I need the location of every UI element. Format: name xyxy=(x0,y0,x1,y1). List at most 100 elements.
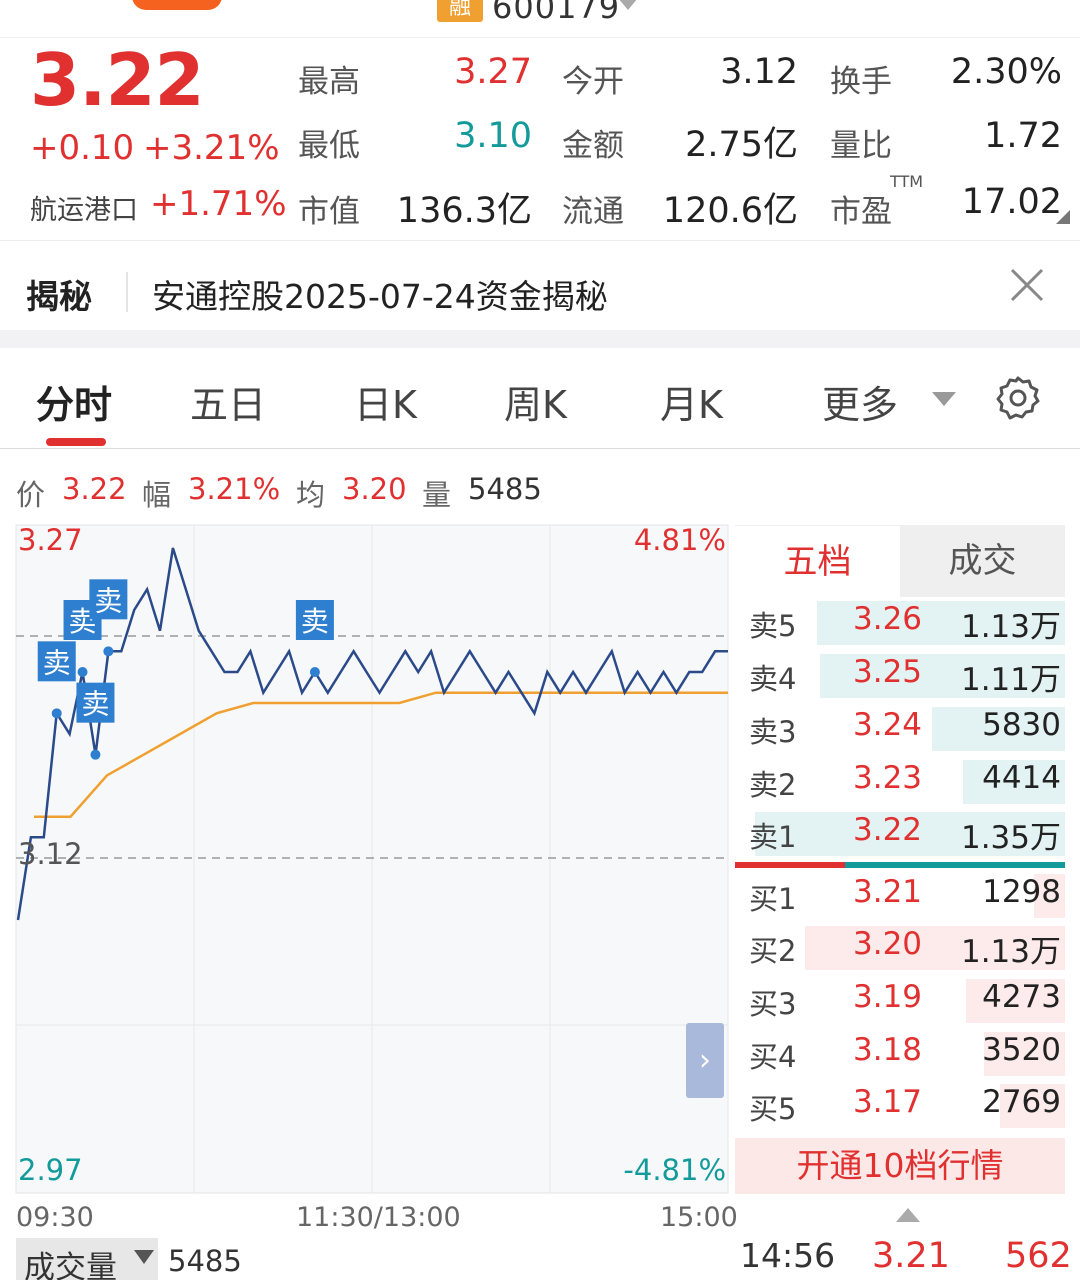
ask-label: 卖5 xyxy=(749,609,797,643)
tab-order-book[interactable]: 五档 xyxy=(735,525,900,597)
bid-volume: 1.13万 xyxy=(960,934,1061,970)
expand-corner-icon[interactable] xyxy=(1056,210,1070,224)
sell-marker-dot xyxy=(90,749,101,760)
ask-price: 3.22 xyxy=(853,812,923,848)
chevron-down-icon[interactable] xyxy=(618,0,638,10)
x-axis-mid-label: 11:30/13:00 xyxy=(296,1202,461,1233)
sell-marker-dot xyxy=(77,667,88,677)
buy-sell-ratio-bar xyxy=(845,862,1065,868)
ask-row[interactable]: 卖1 3.22 1.35万 xyxy=(735,808,1065,860)
tab-intraday[interactable]: 分时 xyxy=(36,383,113,427)
trade-volume: 562 xyxy=(1005,1236,1072,1276)
stat-label-market-cap: 市值 xyxy=(298,194,360,230)
info-amp: 3.21% xyxy=(188,472,281,506)
ask-price: 3.23 xyxy=(853,760,923,796)
stat-label-low: 最低 xyxy=(298,128,360,164)
stat-label-pe: 市盈 xyxy=(830,194,892,230)
bid-label: 买2 xyxy=(749,934,797,968)
trade-price: 3.21 xyxy=(872,1236,950,1276)
tab-weekly-k[interactable]: 周K xyxy=(504,383,567,427)
info-avg: 3.20 xyxy=(342,472,407,506)
bid-price: 3.17 xyxy=(853,1084,923,1120)
close-icon[interactable] xyxy=(1008,266,1046,304)
sell-marker-label: 卖 xyxy=(94,584,122,617)
ask-row[interactable]: 卖2 3.23 4414 xyxy=(735,756,1065,808)
chevron-down-icon[interactable] xyxy=(134,1250,154,1264)
stat-value-amount: 2.75亿 xyxy=(685,125,798,165)
top-action-button[interactable] xyxy=(132,0,222,10)
sector-change[interactable]: +1.71% xyxy=(150,184,287,224)
stat-label-float: 流通 xyxy=(562,194,624,230)
bid-label: 买3 xyxy=(749,987,797,1021)
bid-label: 买4 xyxy=(749,1040,797,1074)
stat-value-market-cap: 136.3亿 xyxy=(396,191,532,231)
average-price-line xyxy=(34,691,728,818)
bid-price: 3.21 xyxy=(853,874,923,910)
y-axis-bottom-label: 2.97 xyxy=(18,1153,83,1187)
tab-more[interactable]: 更多 xyxy=(822,383,899,427)
tab-monthly-k[interactable]: 月K xyxy=(660,383,723,427)
stat-value-float: 120.6亿 xyxy=(662,191,798,231)
info-avg-label: 均 xyxy=(296,478,326,512)
sell-marker xyxy=(295,600,334,640)
divider xyxy=(0,448,1080,449)
ask-label: 卖2 xyxy=(749,768,797,802)
tab-daily-k[interactable]: 日K xyxy=(354,383,417,427)
upgrade-level10-button[interactable]: 开通10档行情 xyxy=(735,1138,1065,1194)
stat-label-turnover: 换手 xyxy=(830,64,892,100)
tab-trades[interactable]: 成交 xyxy=(900,525,1065,597)
reveal-link[interactable]: 安通控股2025-07-24资金揭秘 xyxy=(152,277,608,316)
bid-volume: 2769 xyxy=(982,1084,1061,1120)
pct-axis-bottom-label: -4.81% xyxy=(623,1153,726,1187)
sell-marker xyxy=(89,579,128,620)
indicator-label[interactable]: 成交量 xyxy=(24,1250,117,1280)
bid-volume: 4273 xyxy=(982,979,1061,1015)
depth-bar xyxy=(755,812,1065,856)
divider xyxy=(126,272,128,312)
active-tab-indicator xyxy=(46,438,106,446)
sell-marker xyxy=(76,682,115,723)
ask-row[interactable]: 卖3 3.24 5830 xyxy=(735,703,1065,755)
ask-row[interactable]: 卖5 3.26 1.13万 xyxy=(735,597,1065,649)
price-change: +0.10 xyxy=(30,128,135,168)
ask-price: 3.25 xyxy=(853,654,923,690)
chevron-down-icon[interactable] xyxy=(932,392,956,406)
bid-row[interactable]: 买1 3.21 1298 xyxy=(735,870,1065,922)
depth-bar xyxy=(1034,874,1065,918)
y-axis-top-label: 3.27 xyxy=(18,523,83,557)
buy-sell-ratio-bar xyxy=(735,862,845,868)
bid-row[interactable]: 买3 3.19 4273 xyxy=(735,975,1065,1027)
ask-label: 卖3 xyxy=(749,715,797,749)
ask-volume: 4414 xyxy=(982,760,1061,796)
sell-marker-label: 卖 xyxy=(43,646,71,679)
ask-price: 3.24 xyxy=(853,707,923,743)
depth-bar xyxy=(965,979,1065,1023)
info-price: 3.22 xyxy=(62,472,127,506)
depth-bar xyxy=(820,654,1065,698)
divider xyxy=(0,240,1080,241)
current-price: 3.22 xyxy=(30,38,205,122)
bid-row[interactable]: 买2 3.20 1.13万 xyxy=(735,922,1065,974)
stock-code: 600179 xyxy=(492,0,621,26)
ask-row[interactable]: 卖4 3.25 1.11万 xyxy=(735,650,1065,702)
bid-price: 3.18 xyxy=(853,1032,923,1068)
gear-icon[interactable] xyxy=(994,374,1042,422)
stat-value-high: 3.27 xyxy=(454,52,532,92)
ask-label: 卖1 xyxy=(749,820,797,854)
sell-marker-label: 卖 xyxy=(81,688,109,721)
sell-marker-dot xyxy=(51,708,62,719)
sector-name[interactable]: 航运港口 xyxy=(30,195,138,226)
chevron-up-icon[interactable] xyxy=(896,1208,920,1222)
bid-row[interactable]: 买5 3.17 2769 xyxy=(735,1080,1065,1132)
stat-label-volume-ratio: 量比 xyxy=(830,128,892,164)
bid-row[interactable]: 买4 3.18 3520 xyxy=(735,1028,1065,1080)
chart-expand-button[interactable]: › xyxy=(686,1023,724,1098)
ask-price: 3.26 xyxy=(853,601,923,637)
y-axis-mid-label: 3.12 xyxy=(18,837,83,871)
depth-bar xyxy=(962,760,1065,804)
tab-five-day[interactable]: 五日 xyxy=(190,383,267,427)
stat-label-amount: 金额 xyxy=(562,128,624,164)
stat-value-low: 3.10 xyxy=(454,116,532,156)
margin-badge: 融 xyxy=(437,0,483,22)
